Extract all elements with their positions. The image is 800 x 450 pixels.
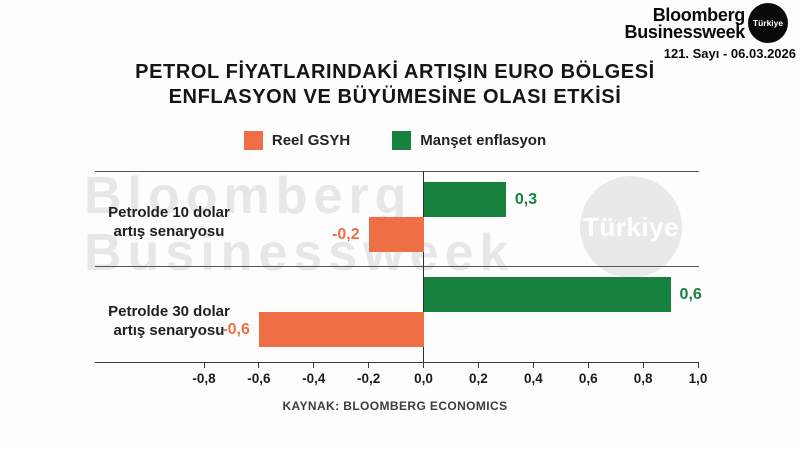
x-axis-tick-label-0,6: 0,6	[578, 371, 598, 386]
legend-label-manset-enflasyon: Manşet enflasyon	[420, 132, 547, 149]
x-axis-tick-0,4	[532, 362, 534, 368]
value-label-0,3: 0,3	[514, 190, 538, 208]
chart-title-line1: PETROL FİYATLARINDAKİ ARTIŞIN EURO BÖLGE…	[135, 61, 655, 83]
legend-swatch-green	[392, 131, 412, 150]
bar-man-et-enflasyon-0	[423, 182, 506, 217]
x-axis-tick-1,0	[697, 362, 699, 368]
x-axis-tick-label-0,0: 0,0	[414, 371, 433, 386]
bar-reel-gsyh-0	[368, 217, 424, 252]
watermark-line2: Businessweek	[84, 224, 515, 282]
x-axis-tick--0,4	[313, 362, 315, 368]
x-axis-tick-0,8	[642, 362, 644, 368]
zero-axis-line	[422, 171, 425, 362]
watermark-circle: Türkiye	[580, 176, 682, 278]
chart-legend: Reel GSYH Manşet enflasyon	[0, 131, 790, 150]
x-axis-tick-0,0	[423, 362, 425, 368]
x-axis-tick-label--0,4: -0,4	[302, 371, 326, 386]
group-divider-line	[95, 266, 699, 267]
x-axis-tick-0,2	[477, 362, 479, 368]
x-axis-tick-label-0,4: 0,4	[523, 371, 543, 386]
category-label-30-dolar-line2: artış senaryosu	[113, 322, 225, 339]
value-label--0,6: -0,6	[222, 320, 250, 338]
x-axis-tick--0,6	[258, 362, 260, 368]
bloomberg-businessweek-logo: Bloomberg Businessweek	[624, 5, 746, 42]
value-label-0,6: 0,6	[679, 285, 702, 303]
legend-item-manset-enflasyon: Manşet enflasyon	[392, 131, 546, 150]
legend-label-reel-gsyh: Reel GSYH	[271, 132, 351, 149]
legend-item-reel-gsyh: Reel GSYH	[243, 131, 351, 150]
bar-reel-gsyh-1	[258, 312, 424, 347]
x-axis-tick--0,8	[203, 362, 205, 368]
x-axis-tick-0,6	[587, 362, 589, 368]
turkiye-badge: Türkiye	[748, 3, 788, 43]
category-label-10-dolar-line2: artış senaryosu	[113, 223, 225, 240]
x-axis-tick--0,2	[368, 362, 370, 368]
watermark-line1: Bloomberg	[84, 167, 413, 225]
category-label-30-dolar-line1: Petrolde 30 dolar	[108, 303, 230, 320]
bar-man-et-enflasyon-1	[423, 277, 671, 312]
x-axis-tick-label-0,2: 0,2	[469, 371, 488, 386]
value-label--0,2: -0,2	[332, 225, 360, 243]
legend-swatch-orange	[243, 131, 263, 150]
watermark-circle-label: Türkiye	[583, 211, 679, 242]
category-label-10-dolar-line1: Petrolde 10 dolar	[108, 204, 230, 221]
chart-title-line2: ENFLASYON VE BÜYÜMESİNE OLASI ETKİSİ	[168, 86, 622, 108]
x-axis-tick-label-1,0: 1,0	[688, 371, 708, 386]
turkiye-badge-label: Türkiye	[752, 18, 784, 28]
x-axis-tick-label--0,2: -0,2	[357, 371, 381, 386]
issue-date: 121. Sayı - 06.03.2026	[663, 46, 796, 61]
chart-title: PETROL FİYATLARINDAKİ ARTIŞIN EURO BÖLGE…	[0, 60, 790, 110]
category-label-30-dolar: Petrolde 30 dolar artış senaryosu	[108, 302, 230, 340]
x-axis-tick-label-0,8: 0,8	[633, 371, 653, 386]
plot-top-border	[95, 171, 699, 172]
source-line: KAYNAK: BLOOMBERG ECONOMICS	[282, 399, 508, 413]
x-axis-tick-label--0,8: -0,8	[192, 371, 216, 386]
x-axis-line	[95, 362, 699, 363]
watermark-text: Bloomberg Businessweek	[84, 168, 514, 282]
logo-line2: Businessweek	[624, 22, 746, 42]
plot-area: Petrolde 10 dolar artış senaryosu Petrol…	[95, 171, 707, 386]
logo-line1: Bloomberg	[652, 5, 746, 25]
x-axis-tick-label--0,6: -0,6	[247, 371, 271, 386]
category-label-10-dolar: Petrolde 10 dolar artış senaryosu	[108, 203, 230, 241]
